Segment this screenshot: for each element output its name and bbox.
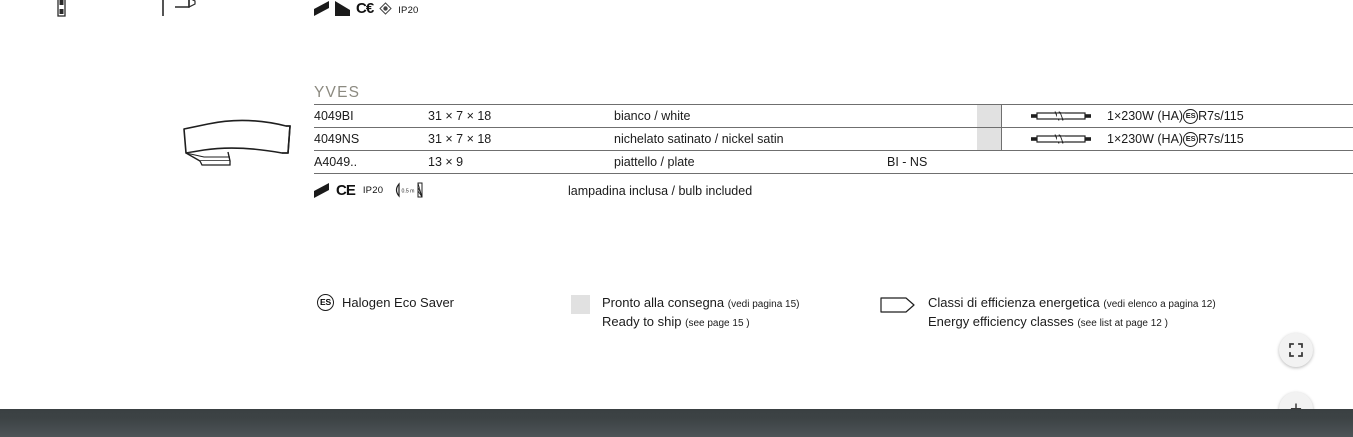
- row-code: 4049NS: [314, 132, 360, 146]
- energy-class-arrow-icon: [880, 297, 915, 313]
- legend-energy-en-title: Energy efficiency classes: [928, 314, 1074, 329]
- row-lamp-symbol: [1015, 110, 1107, 122]
- row-dimensions: 31 × 7 × 18: [428, 109, 492, 123]
- row-socket: R7s/115: [1198, 132, 1244, 146]
- svg-text:0.5 m: 0.5 m: [402, 189, 415, 195]
- table-row[interactable]: 4049NS 31 × 7 × 18 nichelato satinato / …: [314, 127, 1353, 151]
- table-rule-top: [314, 104, 1353, 105]
- row-finish: nichelato satinato / nickel satin: [614, 132, 784, 146]
- es-badge-icon: ES: [1183, 108, 1199, 124]
- legend-ready-it-note: (vedi pagina 15): [727, 299, 800, 310]
- legend-ready-it-title: Pronto alla consegna: [602, 295, 725, 310]
- legend-halogen-eco-saver: ES Halogen Eco Saver: [317, 294, 454, 311]
- previous-row-clipped: C€ IP20: [0, 0, 1353, 17]
- linear-halogen-r7s-icon: [1031, 134, 1091, 144]
- yves-wall-lamp-drawing: [183, 119, 291, 166]
- row-socket: R7s/115: [1198, 109, 1244, 123]
- row-finish: bianco / white: [614, 109, 691, 123]
- legend-ready-to-ship: Pronto alla consegna (vedi pagina 15) Re…: [571, 294, 800, 332]
- legend-energy-en-note: (see list at page 12 ): [1077, 318, 1168, 329]
- ce-mark-icon: CE: [336, 181, 356, 199]
- beam-symbol-outline-icon: [335, 1, 350, 16]
- row-wattage: 1×230W (HA) ES R7s/115: [1107, 108, 1353, 124]
- legend-ready-en-note: (see page 15 ): [685, 318, 750, 329]
- ip-rating-label: IP20: [362, 184, 384, 196]
- previous-row-symbols: C€ IP20: [314, 0, 419, 16]
- row-wattage: 1×230W (HA) ES R7s/115: [1107, 131, 1353, 147]
- ip-rating-label: IP20: [398, 5, 419, 16]
- clipped-product-drawing-1: [57, 0, 66, 17]
- legend-energy-it-note: (vedi elenco a pagina 12): [1103, 299, 1216, 310]
- legend-eco-saver-label: Halogen Eco Saver: [342, 295, 455, 310]
- class-ii-symbol-icon: [379, 2, 392, 15]
- fit-to-screen-icon: [1289, 343, 1303, 357]
- minimum-distance-icon: 0.5 m: [394, 182, 424, 198]
- row-ready-to-ship-swatch: [977, 151, 1015, 173]
- row-variant: BI - NS: [887, 155, 928, 169]
- legend-ready-en-title: Ready to ship: [602, 314, 682, 329]
- row-code: 4049BI: [314, 109, 354, 123]
- es-badge-icon: ES: [1183, 131, 1199, 147]
- ce-mark-icon: C€: [356, 0, 374, 17]
- table-rule-1: [314, 127, 1353, 128]
- table-rule-bottom: [314, 173, 1353, 174]
- beam-direction-icon: [314, 182, 329, 198]
- product-variants-table: 4049BI 31 × 7 × 18 bianco / white 1×230W…: [314, 104, 1353, 174]
- row-code: A4049..: [314, 155, 358, 169]
- linear-halogen-r7s-icon: [1031, 111, 1091, 121]
- product-family-title: YVES: [314, 84, 361, 101]
- table-rule-2: [314, 150, 1353, 151]
- row-wattage-prefix: 1×230W (HA): [1107, 109, 1184, 123]
- es-badge-icon: ES: [317, 294, 334, 311]
- row-ready-to-ship-swatch: [977, 104, 1015, 128]
- row-dimensions: 31 × 7 × 18: [428, 132, 492, 146]
- row-ready-to-ship-swatch: [977, 127, 1015, 151]
- bulb-included-note: lampadina inclusa / bulb included: [568, 184, 753, 198]
- legend-energy-it-title: Classi di efficienza energetica: [928, 295, 1100, 310]
- ready-to-ship-swatch-icon: [571, 295, 590, 314]
- legend-energy-classes: Classi di efficienza energetica (vedi el…: [880, 294, 1216, 332]
- beam-symbol-filled-icon: [314, 1, 329, 16]
- product-symbols-row: CE IP20 0.5 m: [314, 180, 424, 200]
- viewer-bottom-bar: [0, 409, 1353, 437]
- fit-to-screen-button[interactable]: [1279, 333, 1313, 367]
- table-row[interactable]: A4049.. 13 × 9 piattello / plate BI - NS: [314, 151, 1353, 173]
- table-row[interactable]: 4049BI 31 × 7 × 18 bianco / white 1×230W…: [314, 104, 1353, 128]
- clipped-product-drawing-2: [162, 0, 196, 16]
- row-wattage-prefix: 1×230W (HA): [1107, 132, 1184, 146]
- row-finish: piattello / plate: [614, 155, 695, 169]
- row-dimensions: 13 × 9: [428, 155, 464, 169]
- row-lamp-symbol: [1015, 133, 1107, 145]
